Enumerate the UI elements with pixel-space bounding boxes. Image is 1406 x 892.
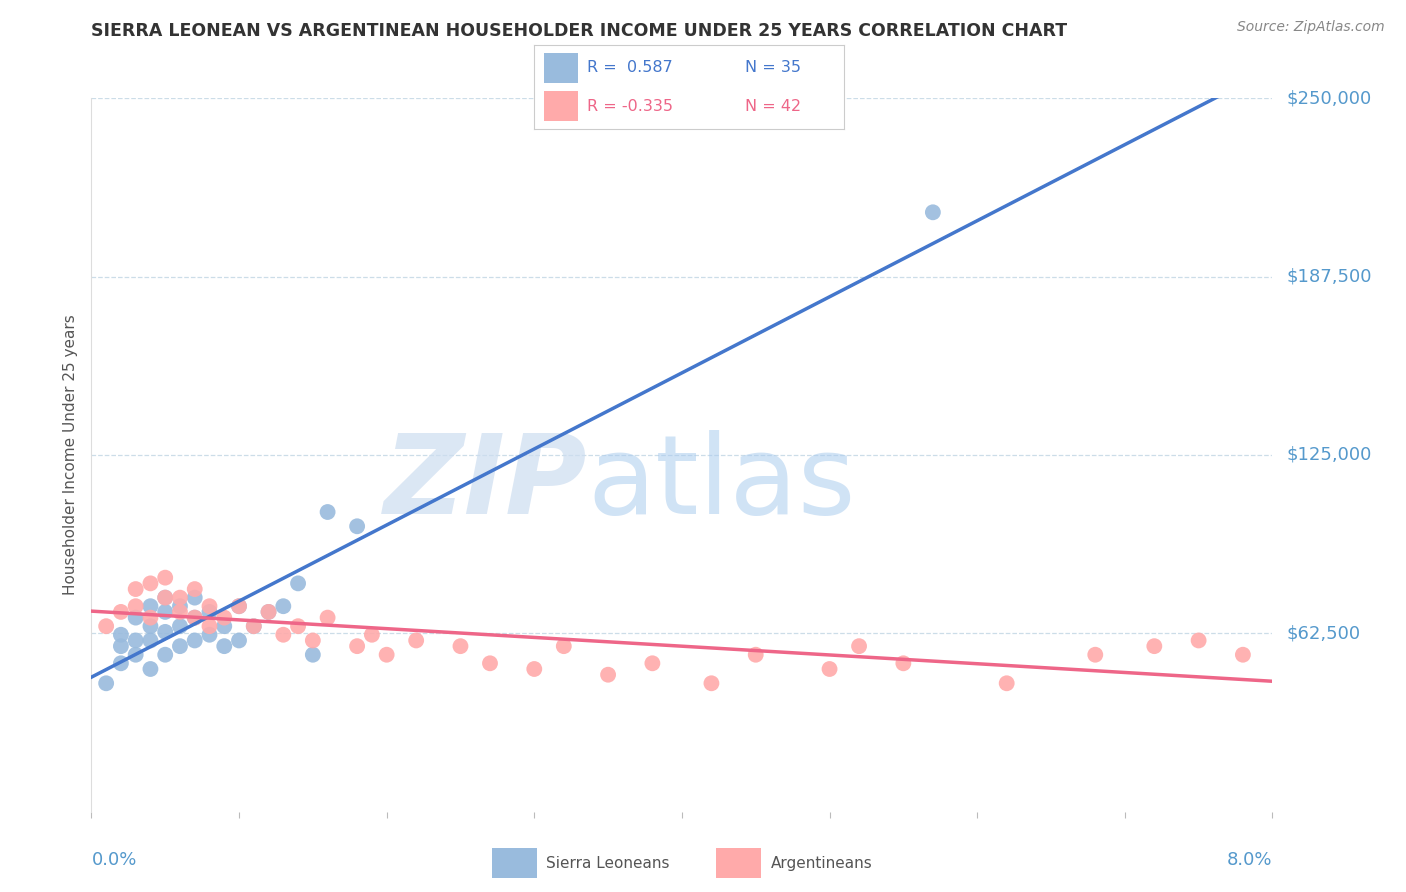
Point	[316, 505, 339, 519]
Point	[183, 582, 207, 596]
Point	[110, 628, 132, 642]
Point	[271, 628, 295, 642]
Point	[110, 639, 132, 653]
Point	[257, 605, 280, 619]
Y-axis label: Householder Income Under 25 years: Householder Income Under 25 years	[63, 315, 79, 595]
Text: $62,500: $62,500	[1286, 624, 1361, 642]
Text: ZIP: ZIP	[384, 430, 588, 537]
Point	[169, 639, 191, 653]
Point	[139, 662, 162, 676]
Point	[1084, 648, 1107, 662]
Text: Argentineans: Argentineans	[770, 855, 872, 871]
Text: $125,000: $125,000	[1286, 446, 1372, 464]
Text: $250,000: $250,000	[1286, 89, 1372, 107]
Point	[153, 624, 177, 639]
Point	[641, 657, 664, 671]
Text: atlas: atlas	[588, 430, 856, 537]
Point	[700, 676, 723, 690]
Point	[198, 628, 221, 642]
Point	[183, 591, 207, 605]
Point	[523, 662, 546, 676]
Point	[316, 610, 339, 624]
Point	[450, 639, 472, 653]
Point	[375, 648, 398, 662]
Point	[553, 639, 575, 653]
Point	[153, 648, 177, 662]
Point	[169, 591, 191, 605]
Point	[360, 628, 382, 642]
Bar	[544, 54, 578, 83]
Point	[139, 633, 162, 648]
Point	[214, 610, 236, 624]
Point	[228, 599, 250, 614]
Text: N = 42: N = 42	[745, 98, 801, 113]
Point	[198, 619, 221, 633]
Point	[1143, 639, 1166, 653]
Text: 0.0%: 0.0%	[91, 851, 136, 869]
Point	[478, 657, 502, 671]
Point	[346, 519, 368, 533]
Point	[745, 648, 768, 662]
Point	[153, 605, 177, 619]
Point	[214, 639, 236, 653]
Point	[995, 676, 1018, 690]
Point	[153, 591, 177, 605]
Bar	[717, 848, 762, 878]
Point	[848, 639, 870, 653]
Text: N = 35: N = 35	[745, 61, 800, 76]
Point	[243, 619, 266, 633]
Point	[110, 657, 132, 671]
Point	[922, 205, 945, 219]
Point	[1187, 633, 1209, 648]
Point	[198, 605, 221, 619]
Point	[139, 619, 162, 633]
Point	[96, 619, 118, 633]
Point	[271, 599, 295, 614]
Point	[183, 633, 207, 648]
Point	[405, 633, 427, 648]
Point	[1232, 648, 1254, 662]
Point	[139, 576, 162, 591]
Point	[124, 648, 148, 662]
Point	[124, 599, 148, 614]
Point	[287, 576, 309, 591]
Point	[124, 610, 148, 624]
Point	[169, 605, 191, 619]
Point	[153, 571, 177, 585]
Text: SIERRA LEONEAN VS ARGENTINEAN HOUSEHOLDER INCOME UNDER 25 YEARS CORRELATION CHAR: SIERRA LEONEAN VS ARGENTINEAN HOUSEHOLDE…	[91, 22, 1067, 40]
Point	[893, 657, 915, 671]
Point	[228, 599, 250, 614]
Point	[257, 605, 280, 619]
Point	[169, 599, 191, 614]
Text: 8.0%: 8.0%	[1227, 851, 1272, 869]
Text: $187,500: $187,500	[1286, 268, 1372, 285]
Text: Source: ZipAtlas.com: Source: ZipAtlas.com	[1237, 20, 1385, 34]
Point	[183, 610, 207, 624]
Point	[301, 633, 323, 648]
Bar	[492, 848, 537, 878]
Point	[301, 648, 323, 662]
Point	[183, 610, 207, 624]
Point	[346, 639, 368, 653]
Text: Sierra Leoneans: Sierra Leoneans	[546, 855, 669, 871]
Point	[139, 599, 162, 614]
Point	[153, 591, 177, 605]
Point	[287, 619, 309, 633]
Text: R =  0.587: R = 0.587	[586, 61, 672, 76]
Point	[110, 605, 132, 619]
Point	[124, 582, 148, 596]
Point	[228, 633, 250, 648]
Bar	[544, 91, 578, 120]
Point	[598, 667, 620, 681]
Point	[124, 633, 148, 648]
Point	[139, 610, 162, 624]
Point	[243, 619, 266, 633]
Point	[198, 599, 221, 614]
Point	[214, 619, 236, 633]
Point	[96, 676, 118, 690]
Text: R = -0.335: R = -0.335	[586, 98, 673, 113]
Point	[818, 662, 841, 676]
Point	[169, 619, 191, 633]
